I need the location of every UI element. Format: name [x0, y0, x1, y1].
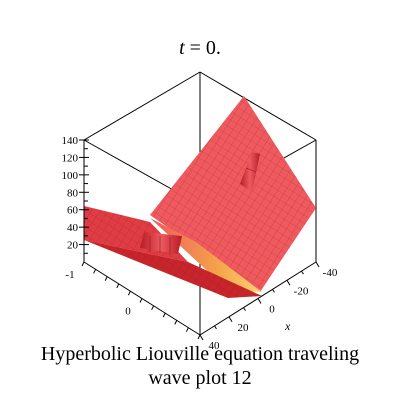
z-tick-label: 80	[67, 187, 79, 199]
y-tick-mark	[93, 269, 97, 274]
box-edge	[83, 71, 201, 141]
surface	[84, 96, 316, 298]
x-tick-mark	[286, 279, 291, 286]
x-tick-mark	[272, 289, 275, 293]
y-tick-mark	[139, 298, 143, 303]
x-tick-label: 0	[269, 304, 275, 316]
surface-spike-front	[140, 232, 182, 254]
z-tick-label: 140	[62, 135, 79, 147]
title-variable: t	[179, 37, 185, 59]
y-tick-mark	[127, 290, 131, 296]
spike-edge	[245, 167, 257, 173]
y-tick-mark	[116, 283, 120, 289]
x-tick-label: 40	[209, 340, 221, 352]
title-value: = 0.	[185, 37, 221, 59]
z-axis: 140 120 100 80 60 40 20	[62, 135, 89, 262]
x-axis-label: x	[284, 319, 291, 333]
y-tick-label: -1	[65, 269, 74, 281]
z-tick-label: 120	[62, 152, 79, 164]
surface-spike-back	[240, 152, 260, 192]
y-tick-mark	[151, 305, 155, 311]
y-tick-mark	[185, 327, 189, 332]
y-axis: -1 0	[65, 261, 201, 340]
caption-line-1: Hyperbolic Liouville equation traveling	[40, 343, 360, 365]
y-tick-label: 0	[125, 306, 131, 318]
x-tick-mark	[214, 325, 217, 330]
box-edge	[199, 71, 317, 141]
y-tick-mark	[197, 334, 201, 340]
z-tick-label: 20	[67, 240, 79, 252]
z-tick-label: 40	[67, 222, 79, 234]
x-tick-mark	[257, 298, 262, 304]
y-tick-mark	[104, 276, 108, 281]
surface-front-strip-mesh	[84, 240, 262, 298]
z-tick-label: 100	[62, 170, 79, 182]
y-tick-mark	[81, 261, 85, 267]
chart-title: t = 0.	[179, 37, 221, 59]
figure-caption: Hyperbolic Liouville equation traveling …	[0, 342, 400, 390]
z-tick-label: 60	[67, 205, 79, 217]
x-tick-label: -20	[294, 285, 309, 297]
x-tick-mark	[228, 316, 233, 323]
x-tick-mark	[243, 307, 246, 311]
x-axis: -40 -20 0 20 40 x	[199, 261, 338, 352]
x-tick-mark	[199, 334, 204, 341]
y-tick-mark	[162, 312, 166, 318]
x-tick-mark	[315, 261, 320, 268]
x-tick-label: -40	[323, 267, 338, 279]
y-tick-mark	[174, 320, 178, 325]
x-tick-mark	[301, 270, 304, 275]
x-tick-label: 20	[238, 322, 250, 334]
caption-line-2: wave plot 12	[148, 367, 252, 389]
